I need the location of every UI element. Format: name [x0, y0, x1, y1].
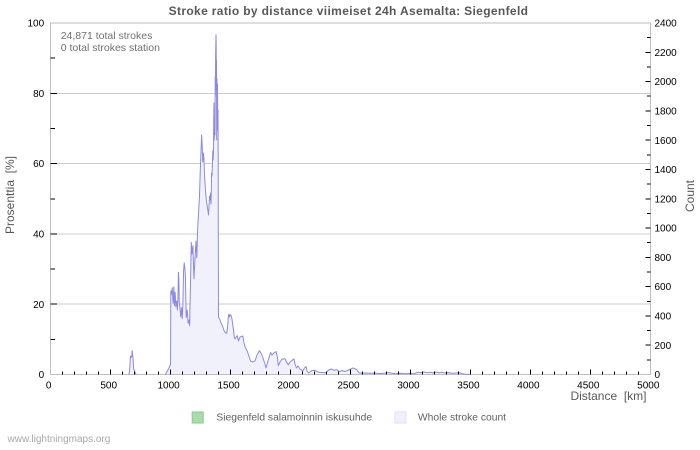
svg-text:40: 40 — [33, 230, 45, 241]
svg-text:0: 0 — [655, 370, 661, 381]
svg-text:1000: 1000 — [157, 381, 180, 392]
svg-text:4500: 4500 — [577, 381, 600, 392]
svg-text:4000: 4000 — [517, 381, 540, 392]
svg-text:2500: 2500 — [337, 381, 360, 392]
svg-text:60: 60 — [33, 159, 45, 170]
svg-text:1200: 1200 — [655, 194, 678, 205]
svg-text:2200: 2200 — [655, 48, 678, 59]
svg-text:Siegenfeld salamoinnin iskusuh: Siegenfeld salamoinnin iskusuhde — [216, 412, 372, 423]
svg-text:1400: 1400 — [655, 165, 678, 176]
svg-text:Distance [km]: Distance [km] — [570, 389, 646, 403]
svg-text:100: 100 — [28, 19, 45, 30]
svg-text:2000: 2000 — [277, 381, 300, 392]
svg-text:200: 200 — [655, 341, 672, 352]
svg-text:0 total strokes station: 0 total strokes station — [61, 42, 160, 54]
svg-text:5000: 5000 — [637, 381, 660, 392]
svg-text:0: 0 — [46, 381, 52, 392]
svg-text:1500: 1500 — [217, 381, 240, 392]
svg-text:3000: 3000 — [397, 381, 420, 392]
svg-text:1000: 1000 — [655, 224, 678, 235]
svg-text:24,871 total strokes: 24,871 total strokes — [61, 30, 153, 42]
svg-text:www.lightningmaps.org: www.lightningmaps.org — [7, 434, 111, 445]
svg-text:400: 400 — [655, 312, 672, 323]
svg-text:Prosenttia [%]: Prosenttia [%] — [3, 156, 17, 234]
svg-text:1800: 1800 — [655, 107, 678, 118]
svg-text:Count: Count — [683, 179, 697, 212]
svg-text:800: 800 — [655, 253, 672, 264]
svg-text:20: 20 — [33, 300, 45, 311]
svg-text:2000: 2000 — [655, 77, 678, 88]
svg-text:600: 600 — [655, 282, 672, 293]
svg-text:500: 500 — [100, 381, 117, 392]
svg-text:0: 0 — [39, 370, 45, 381]
svg-text:Whole stroke count: Whole stroke count — [418, 412, 506, 423]
svg-text:Stroke ratio by distance viime: Stroke ratio by distance viimeiset 24h A… — [169, 4, 529, 18]
svg-text:2400: 2400 — [655, 19, 678, 30]
svg-text:3500: 3500 — [457, 381, 480, 392]
svg-text:80: 80 — [33, 89, 45, 100]
svg-text:1600: 1600 — [655, 136, 678, 147]
